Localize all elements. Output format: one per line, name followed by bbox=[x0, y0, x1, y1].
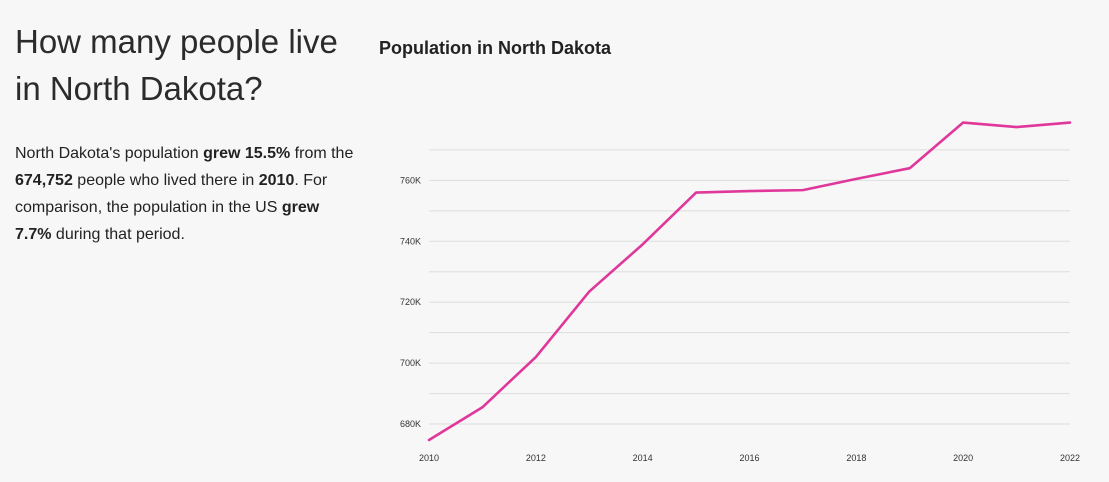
chart-container: Population in North Dakota 680K 700K 720K 7… bbox=[370, 0, 1109, 482]
y-tick-label: 740K bbox=[400, 236, 421, 246]
page-headline: How many people live in North Dakota? bbox=[15, 23, 338, 107]
x-tick-label: 2016 bbox=[739, 453, 759, 463]
x-tick-label: 2014 bbox=[633, 453, 653, 463]
summary-paragraph: North Dakota's population grew 15.5% fro… bbox=[15, 140, 360, 248]
population-line-chart: 680K 700K 720K 740K 760K 2010 2012 2014 2016 2018… bbox=[400, 121, 1080, 463]
chart-title: Population in North Dakota bbox=[379, 38, 611, 58]
y-tick-label: 720K bbox=[400, 297, 421, 307]
y-tick-label: 680K bbox=[400, 419, 421, 429]
x-tick-label: 2022 bbox=[1060, 453, 1080, 463]
summary-bold-us-growth: grew 7.7% bbox=[15, 199, 320, 243]
x-tick-label: 2010 bbox=[419, 453, 439, 463]
summary-text-3: people who lived there in bbox=[72, 172, 259, 189]
summary-bold-growth: grew 15.5% bbox=[203, 145, 291, 162]
summary-text-4: . For comparison, the population in the … bbox=[15, 172, 328, 216]
y-tick-label: 760K bbox=[400, 175, 421, 185]
summary-bold-base-population: 674,752 bbox=[15, 172, 73, 189]
summary-bold-base-year: 2010 bbox=[258, 172, 295, 189]
story-panel: How many people live in North Dakota? No… bbox=[15, 18, 360, 248]
summary-text-1: North Dakota's population bbox=[15, 145, 204, 162]
summary-text-2: from the bbox=[290, 145, 354, 162]
x-tick-label: 2012 bbox=[526, 453, 546, 463]
x-tick-label: 2020 bbox=[953, 453, 973, 463]
summary-text-5: during that period. bbox=[51, 226, 185, 243]
y-tick-label: 700K bbox=[400, 358, 421, 368]
population-series-line bbox=[427, 121, 1072, 442]
x-tick-label: 2018 bbox=[846, 453, 866, 463]
